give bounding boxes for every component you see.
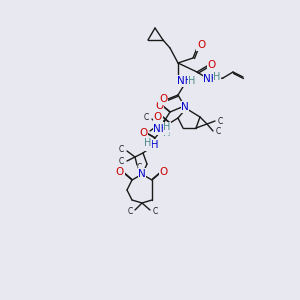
- Text: NH: NH: [143, 140, 159, 150]
- Text: C: C: [136, 164, 142, 172]
- Text: O: O: [159, 94, 167, 104]
- Text: NH: NH: [177, 76, 193, 86]
- Text: O: O: [155, 101, 163, 111]
- Text: H: H: [208, 73, 216, 83]
- Text: O: O: [196, 41, 204, 51]
- Text: H: H: [163, 128, 171, 138]
- Text: O: O: [197, 40, 205, 50]
- Text: O: O: [159, 94, 167, 104]
- Text: O: O: [155, 101, 163, 111]
- Text: NH: NH: [203, 74, 219, 84]
- Text: C: C: [143, 113, 148, 122]
- Text: O: O: [139, 128, 147, 138]
- Text: O: O: [208, 60, 216, 70]
- Text: N: N: [138, 170, 146, 180]
- Text: H: H: [163, 122, 171, 132]
- Text: H: H: [144, 138, 152, 148]
- Text: C: C: [141, 127, 147, 136]
- Text: N: N: [138, 169, 146, 179]
- Text: C: C: [128, 208, 133, 217]
- Text: O: O: [207, 61, 215, 71]
- Text: C: C: [218, 116, 223, 125]
- Text: C: C: [118, 145, 124, 154]
- Text: O: O: [154, 112, 162, 122]
- Text: C: C: [152, 208, 158, 217]
- Text: H: H: [143, 141, 151, 151]
- Text: N: N: [181, 102, 189, 112]
- Text: O: O: [116, 167, 124, 177]
- Text: O: O: [160, 167, 168, 177]
- Text: C: C: [215, 127, 220, 136]
- Text: O: O: [154, 112, 162, 122]
- Text: C: C: [118, 157, 124, 166]
- Text: N: N: [179, 77, 187, 87]
- Text: H: H: [188, 76, 196, 86]
- Text: N: N: [149, 141, 157, 151]
- Text: O: O: [160, 167, 168, 177]
- Text: O: O: [139, 128, 147, 138]
- Text: O: O: [116, 167, 124, 177]
- Text: N: N: [204, 73, 212, 83]
- Text: N: N: [180, 103, 188, 113]
- Text: NH: NH: [153, 124, 169, 134]
- Text: N: N: [157, 125, 165, 135]
- Text: O: O: [159, 93, 167, 103]
- Text: H: H: [213, 72, 221, 82]
- Text: H: H: [185, 79, 193, 89]
